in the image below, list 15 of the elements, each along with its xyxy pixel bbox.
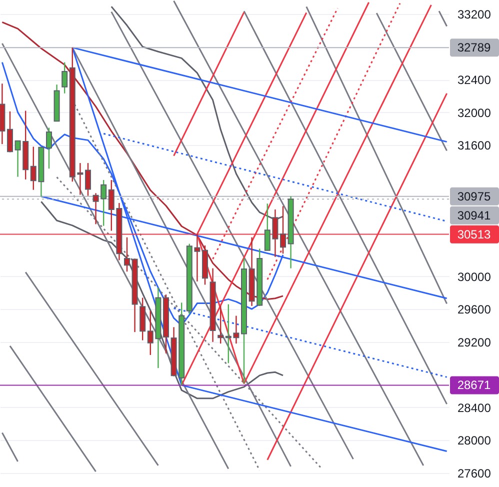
y-tick-label: 28400 (458, 400, 492, 415)
y-tick-label: 29600 (458, 302, 492, 317)
ref-line-label: 30513 (457, 227, 492, 242)
y-tick-label: 30000 (458, 270, 492, 284)
ref-line-label: 30975 (457, 189, 492, 204)
y-tick-label: 31600 (458, 138, 492, 153)
ref-line-label: 32789 (457, 40, 492, 55)
y-tick-label: 28000 (458, 434, 492, 448)
y-tick-label: 27600 (458, 466, 492, 480)
y-tick-label: 33200 (458, 7, 492, 22)
y-tick-label: 32400 (458, 73, 492, 88)
ref-line-label: 28671 (457, 378, 492, 392)
y-tick-label: 29200 (458, 335, 492, 350)
y-tick-label: 32000 (458, 106, 492, 120)
legend-label: 30941 (457, 208, 492, 222)
